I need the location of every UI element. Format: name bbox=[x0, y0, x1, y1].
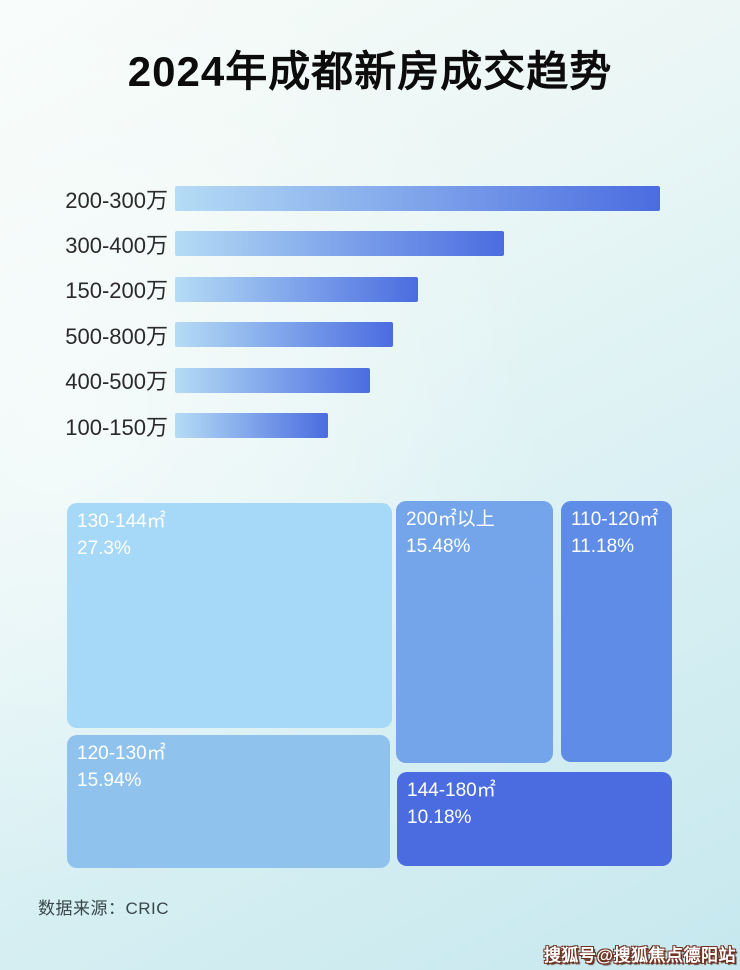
bar-row: 300-400万 bbox=[0, 231, 740, 258]
bar-category-label: 300-400万 bbox=[65, 232, 168, 258]
treemap-box-label: 130-144㎡ bbox=[77, 511, 166, 532]
treemap-box-label: 144-180㎡ bbox=[407, 780, 496, 801]
treemap-box-label: 200㎡以上 bbox=[406, 509, 495, 530]
data-source-label: 数据来源：CRIC bbox=[38, 899, 170, 918]
price-range-bar bbox=[175, 322, 393, 348]
treemap-box-percentage: 15.94% bbox=[77, 770, 142, 791]
price-range-bar bbox=[175, 186, 660, 211]
page-title: 2024年成都新房成交趋势 bbox=[127, 48, 613, 95]
price-range-bar bbox=[175, 413, 328, 438]
treemap-box: 120-130㎡ 15.94% bbox=[67, 735, 390, 868]
treemap-box: 200㎡以上 15.48% bbox=[396, 501, 553, 763]
bar-row: 200-300万 bbox=[0, 186, 740, 213]
bar-row: 150-200万 bbox=[0, 276, 740, 303]
watermark-text: 搜狐号@搜狐焦点德阳站 bbox=[543, 946, 736, 965]
price-range-bar bbox=[175, 231, 504, 257]
treemap-box: 110-120㎡ 11.18% bbox=[561, 501, 672, 762]
treemap-box-label: 120-130㎡ bbox=[77, 743, 166, 764]
treemap-box: 130-144㎡ 27.3% bbox=[67, 503, 392, 728]
bar-category-label: 400-500万 bbox=[65, 369, 168, 395]
area-size-treemap: 130-144㎡ 27.3% 120-130㎡ 15.94% 200㎡以上 15.48% 1… bbox=[67, 501, 673, 868]
treemap-box-percentage: 11.18% bbox=[571, 536, 635, 557]
treemap-box-percentage: 15.48% bbox=[406, 536, 471, 557]
treemap-box-percentage: 10.18% bbox=[407, 807, 472, 828]
treemap-box: 144-180㎡ 10.18% bbox=[397, 772, 672, 866]
treemap-box-percentage: 27.3% bbox=[77, 538, 131, 559]
price-range-bar bbox=[175, 367, 370, 393]
bar-category-label: 150-200万 bbox=[65, 278, 168, 304]
bar-row: 100-150万 bbox=[0, 413, 740, 440]
price-range-bar bbox=[175, 276, 418, 302]
bar-category-label: 500-800万 bbox=[65, 323, 168, 349]
bar-row: 500-800万 bbox=[0, 322, 740, 349]
bar-row: 400-500万 bbox=[0, 367, 740, 394]
treemap-box-label: 110-120㎡ bbox=[571, 509, 659, 530]
bar-category-label: 200-300万 bbox=[65, 187, 168, 213]
bar-category-label: 100-150万 bbox=[65, 414, 168, 440]
